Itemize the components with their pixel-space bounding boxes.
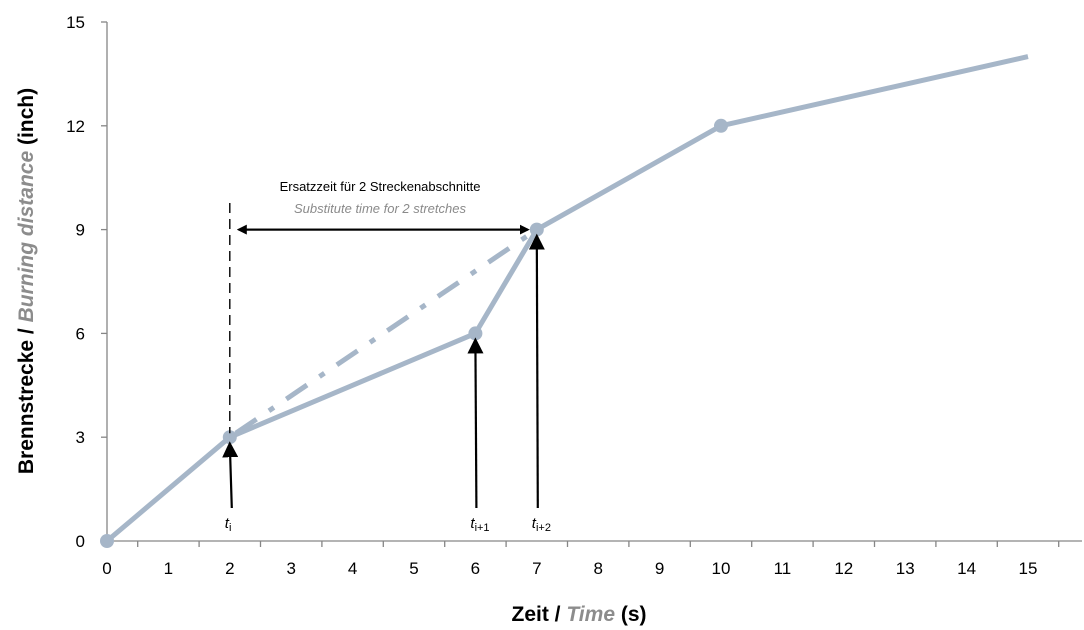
x-tick-label: 9 [655, 559, 664, 578]
x-tick-label: 3 [286, 559, 295, 578]
series-line [105, 54, 1029, 543]
x-tick-label: 6 [471, 559, 480, 578]
x-axis-ticks: 0 1 2 3 4 5 6 7 8 9 10 11 12 13 14 15 [102, 541, 1060, 578]
data-point [222, 430, 237, 445]
data-point [529, 222, 544, 237]
annotation-title-de: Ersatzzeit für 2 Streckenabschnitte [280, 179, 481, 194]
time-arrow [222, 441, 239, 509]
time-arrow [528, 233, 545, 509]
x-tick-label: 13 [896, 559, 915, 578]
x-axis-title: Zeit / Time (s) [512, 603, 647, 626]
annotation-title-en: Substitute time for 2 stretches [294, 201, 466, 216]
x-tick-label: 0 [102, 559, 111, 578]
y-tick-label: 15 [66, 13, 85, 32]
y-tick-label: 12 [66, 117, 85, 136]
annotations: Ersatzzeit für 2 Streckenabschnitte Subs… [222, 179, 551, 534]
y-tick-label: 6 [76, 324, 85, 343]
series-group [100, 54, 1029, 548]
x-tick-label: 4 [348, 559, 357, 578]
data-point [714, 118, 728, 133]
axes [106, 22, 1082, 542]
time-arrow [467, 337, 484, 509]
x-tick-label: 11 [774, 559, 792, 578]
x-tick-label: 5 [409, 559, 418, 578]
x-tick-label: 7 [532, 559, 541, 578]
data-point [100, 534, 114, 548]
y-axis-ticks: 0 3 6 9 12 15 [66, 13, 107, 551]
x-tick-label: 12 [834, 559, 853, 578]
x-tick-label: 8 [593, 559, 602, 578]
y-tick-label: 9 [76, 221, 85, 240]
data-point [468, 326, 483, 341]
y-tick-label: 0 [76, 532, 85, 551]
x-tick-label: 10 [712, 559, 731, 578]
substitute-line [234, 231, 533, 436]
time-label: ti+1 [470, 515, 489, 534]
time-label: ti+2 [532, 515, 551, 534]
y-tick-label: 3 [76, 428, 85, 447]
x-tick-label: 2 [225, 559, 234, 578]
x-tick-label: 15 [1019, 559, 1038, 578]
y-axis-title: Brennstrecke / Burning distance (inch) [15, 88, 38, 474]
time-label: ti [225, 515, 232, 534]
x-tick-label: 1 [164, 559, 173, 578]
x-tick-label: 14 [957, 559, 976, 578]
